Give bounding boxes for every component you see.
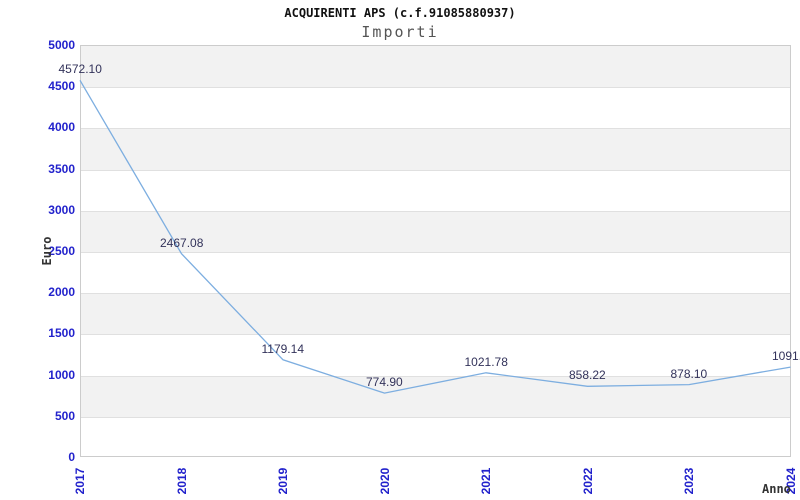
- y-tick-label: 3500: [48, 161, 75, 176]
- y-tick-label: 5000: [48, 38, 75, 52]
- y-tick-label: 2000: [48, 285, 75, 300]
- y-tick-label: 1500: [48, 326, 75, 341]
- x-tick-label: 2020: [377, 467, 392, 495]
- chart-subtitle: Importi: [361, 23, 439, 41]
- line-series: [79, 79, 791, 394]
- x-tick-label: 2018: [174, 467, 189, 495]
- x-tick-label: 2017: [73, 467, 87, 495]
- plot-band: [81, 210, 790, 252]
- gridline: [81, 87, 790, 89]
- gridline: [81, 293, 790, 295]
- chart-title: ACQUIRENTI APS (c.f.91085880937): [284, 6, 516, 20]
- plot-band: [81, 293, 790, 335]
- series-line: [79, 79, 791, 394]
- point-label: 878.10: [670, 366, 708, 381]
- y-tick-label: 4500: [48, 79, 75, 94]
- gridline: [81, 210, 790, 212]
- plot-area: [80, 45, 791, 457]
- plot-band: [81, 128, 790, 170]
- plot-band: [81, 46, 790, 88]
- gridline: [81, 252, 790, 253]
- point-label: 1179.14: [261, 341, 305, 356]
- y-axis-title: Euro: [40, 236, 54, 266]
- gridline: [81, 334, 790, 336]
- x-tick-label: 2022: [580, 467, 595, 495]
- gridline: [81, 375, 790, 377]
- y-tick-label: 3000: [48, 202, 75, 217]
- gridline: [81, 416, 790, 418]
- x-axis-title: Anno: [762, 482, 791, 496]
- point-label: 774.90: [366, 375, 403, 390]
- y-tick-label: 2500: [48, 244, 75, 258]
- x-tick-label: 2019: [276, 467, 290, 495]
- point-label: 858.22: [569, 368, 606, 383]
- point-label: 4572.10: [58, 62, 102, 77]
- y-tick-label: 0: [68, 450, 75, 464]
- x-tick-label: 2021: [479, 467, 493, 495]
- gridline: [81, 128, 790, 130]
- y-tick-label: 1000: [48, 367, 75, 382]
- point-label: 1091.2: [772, 349, 800, 364]
- point-label: 2467.08: [160, 235, 204, 250]
- y-tick-label: 4000: [48, 120, 75, 135]
- gridline: [81, 169, 790, 171]
- point-label: 1021.78: [464, 354, 508, 369]
- y-tick-label: 500: [54, 408, 75, 423]
- x-tick-label: 2023: [682, 467, 696, 495]
